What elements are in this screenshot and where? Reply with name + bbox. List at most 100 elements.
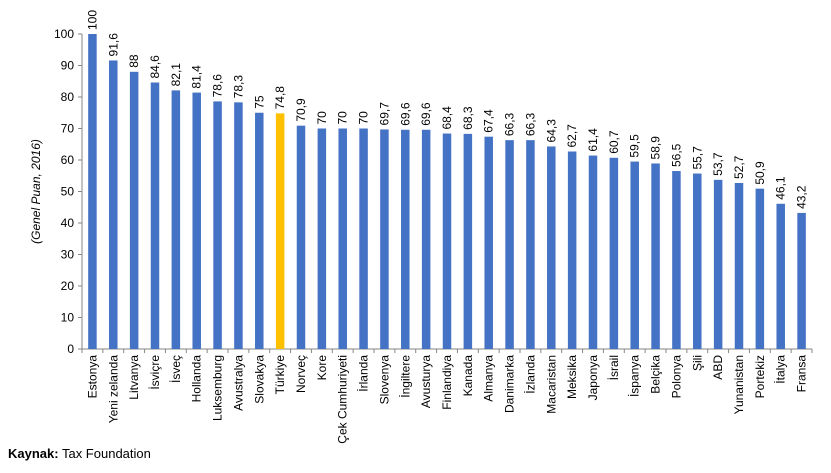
data-label: 69,6 xyxy=(398,102,412,126)
x-tick-label: İsviçre xyxy=(148,355,162,390)
data-label: 70 xyxy=(357,111,371,125)
x-tick-label: Belçika xyxy=(649,355,663,394)
bar-31 xyxy=(734,182,744,349)
data-label: 91,6 xyxy=(106,33,120,57)
data-label: 53,7 xyxy=(711,152,725,176)
source-text: Tax Foundation xyxy=(61,446,151,461)
y-tick-label: 20 xyxy=(61,279,75,293)
data-label: 78,3 xyxy=(231,75,245,99)
x-tick-label: İzlanda xyxy=(523,355,537,394)
data-label: 88 xyxy=(127,54,141,68)
data-label: 50,9 xyxy=(753,161,767,185)
bar-6 xyxy=(213,101,222,349)
data-label: 61,4 xyxy=(586,128,600,152)
bar-2 xyxy=(129,71,139,350)
data-label: 59,5 xyxy=(628,134,642,158)
x-tick-label: Yeni zelanda xyxy=(106,355,120,424)
x-tick-label: Polonya xyxy=(669,355,683,399)
y-tick-label: 40 xyxy=(61,216,75,230)
x-tick-label: Portekiz xyxy=(753,355,767,398)
data-label: 75 xyxy=(252,95,266,109)
x-tick-label: İsveç xyxy=(169,355,183,383)
bar-18 xyxy=(463,133,473,349)
data-label: 66,3 xyxy=(503,112,517,136)
x-tick-label: İngiltere xyxy=(398,355,412,398)
data-label: 84,6 xyxy=(148,55,162,79)
data-label: 43,2 xyxy=(795,185,809,209)
data-label: 69,6 xyxy=(419,102,433,126)
data-label: 55,7 xyxy=(690,146,704,170)
bar-14 xyxy=(380,129,389,349)
bar-20 xyxy=(505,140,514,349)
bar-33 xyxy=(776,203,785,349)
y-tick-label: 10 xyxy=(61,311,75,325)
data-label: 100 xyxy=(85,10,99,30)
data-label: 74,8 xyxy=(273,86,287,110)
data-label: 62,7 xyxy=(565,124,579,148)
bar-32 xyxy=(755,188,765,349)
data-label: 70,9 xyxy=(294,98,308,122)
bar-11 xyxy=(317,128,327,349)
x-tick-label: Almanya xyxy=(482,355,496,402)
data-label: 70 xyxy=(336,111,350,125)
bar-5 xyxy=(192,92,201,349)
y-tick-label: 70 xyxy=(61,122,75,136)
y-tick-label: 80 xyxy=(61,90,75,104)
x-tick-label: İtalya xyxy=(774,355,788,384)
x-tick-label: Macaristan xyxy=(544,355,558,414)
x-tick-label: Finlandiya xyxy=(440,355,454,410)
y-tick-label: 90 xyxy=(61,59,75,73)
bar-10 xyxy=(296,125,306,349)
x-tick-label: ABD xyxy=(711,355,725,380)
x-tick-label: Çek Cumhuriyeti xyxy=(336,355,350,444)
x-tick-label: Slovakya xyxy=(252,355,266,404)
bar-22 xyxy=(547,146,556,349)
x-tick-label: Yunanistan xyxy=(732,355,746,414)
bar-27 xyxy=(651,163,660,349)
bar-17 xyxy=(442,133,452,349)
bar-7 xyxy=(234,102,243,349)
bar-26 xyxy=(630,161,639,349)
bar-12 xyxy=(338,128,347,349)
bar-8 xyxy=(255,112,264,349)
y-axis-title: (Genel Puan, 2016) xyxy=(29,139,43,244)
x-tick-label: Avustralya xyxy=(231,355,245,411)
data-label: 52,7 xyxy=(732,155,746,179)
data-label: 64,3 xyxy=(544,119,558,143)
bar-9 xyxy=(275,113,285,349)
bar-4 xyxy=(171,90,181,349)
y-tick-label: 30 xyxy=(61,248,75,262)
y-tick-label: 100 xyxy=(54,27,74,41)
x-tick-label: Luksemburg xyxy=(211,355,225,421)
y-tick-label: 0 xyxy=(67,342,74,356)
data-label: 56,5 xyxy=(669,143,683,167)
data-label: 46,1 xyxy=(774,176,788,200)
x-tick-label: Japonya xyxy=(586,355,600,401)
x-tick-label: Hollanda xyxy=(190,355,204,403)
x-tick-label: İsrail xyxy=(607,355,621,380)
bar-24 xyxy=(588,155,598,349)
data-label: 67,4 xyxy=(482,109,496,133)
bar-21 xyxy=(526,140,535,349)
bar-19 xyxy=(484,136,493,349)
bar-28 xyxy=(672,171,681,349)
data-label: 68,4 xyxy=(440,106,454,130)
source-label: Kaynak: xyxy=(8,446,59,461)
bar-25 xyxy=(609,157,619,349)
x-tick-label: Kore xyxy=(315,355,329,381)
data-label: 60,7 xyxy=(607,130,621,154)
data-label: 70 xyxy=(315,111,329,125)
bar-3 xyxy=(150,82,160,349)
bar-1 xyxy=(109,60,118,350)
data-label: 82,1 xyxy=(169,63,183,87)
x-tick-label: İspanya xyxy=(628,355,642,397)
data-label: 58,9 xyxy=(649,136,663,160)
bar-16 xyxy=(421,129,431,349)
data-label: 78,6 xyxy=(211,74,225,98)
x-tick-label: Litvanya xyxy=(127,355,141,400)
data-label: 66,3 xyxy=(523,112,537,136)
bar-30 xyxy=(713,179,723,349)
x-tick-label: İrlanda xyxy=(357,355,371,392)
bar-34 xyxy=(797,212,806,349)
